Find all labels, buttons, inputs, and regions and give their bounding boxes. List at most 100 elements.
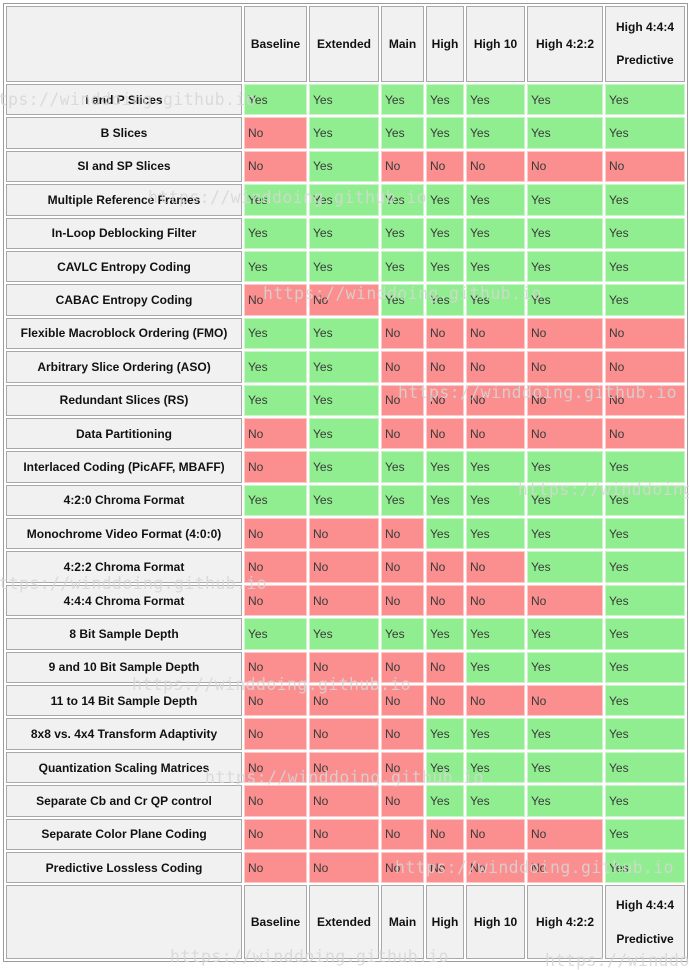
feature-cell: Yes: [605, 518, 685, 550]
header-cell-2: Main: [381, 6, 424, 82]
feature-cell: No: [527, 584, 603, 617]
feature-cell: No: [244, 851, 307, 884]
feature-cell: No: [309, 284, 379, 316]
feature-cell: Yes: [426, 718, 464, 750]
feature-cell: Yes: [605, 184, 685, 216]
feature-label: 9 and 10 Bit Sample Depth: [6, 651, 242, 684]
feature-cell: Yes: [466, 618, 525, 650]
corner-cell-bottom: [6, 885, 242, 960]
table-row: B Slices No Yes Yes Yes Yes Yes Yes: [6, 117, 685, 149]
feature-cell: No: [244, 284, 307, 316]
footer-cell-2: Main: [381, 885, 424, 960]
feature-label: SI and SP Slices: [6, 150, 242, 183]
feature-cell: Yes: [527, 484, 603, 517]
header-cell-0: Baseline: [244, 6, 307, 82]
feature-cell: Yes: [244, 184, 307, 216]
feature-cell: No: [381, 685, 424, 717]
feature-cell: Yes: [466, 217, 525, 249]
feature-cell: Yes: [466, 117, 525, 149]
feature-cell: No: [527, 818, 603, 850]
feature-cell: Yes: [426, 217, 464, 249]
feature-cell: No: [381, 417, 424, 450]
feature-cell: Yes: [605, 851, 685, 884]
feature-cell: No: [381, 584, 424, 617]
feature-cell: No: [466, 150, 525, 183]
feature-cell: No: [309, 685, 379, 717]
table-row: 4:2:0 Chroma Format Yes Yes Yes Yes Yes Yes Yes: [6, 484, 685, 517]
feature-cell: Yes: [527, 184, 603, 216]
feature-cell: Yes: [381, 117, 424, 149]
feature-cell: Yes: [309, 618, 379, 650]
table-row: Interlaced Coding (PicAFF, MBAFF) No Yes Ye…: [6, 451, 685, 483]
feature-cell: Yes: [426, 751, 464, 784]
feature-label: Arbitrary Slice Ordering (ASO): [6, 351, 242, 383]
feature-cell: No: [309, 785, 379, 817]
feature-cell: Yes: [605, 651, 685, 684]
feature-cell: Yes: [466, 451, 525, 483]
feature-cell: No: [309, 851, 379, 884]
header-cell-4: High 10: [466, 6, 525, 82]
feature-cell: No: [244, 818, 307, 850]
feature-label: Monochrome Video Format (4:0:0): [6, 518, 242, 550]
feature-label: 11 to 14 Bit Sample Depth: [6, 685, 242, 717]
feature-cell: Yes: [244, 250, 307, 283]
feature-cell: No: [309, 551, 379, 583]
footer-cell-3: High: [426, 885, 464, 960]
feature-cell: No: [381, 551, 424, 583]
table-row: 9 and 10 Bit Sample Depth No No No No Yes Yes Y…: [6, 651, 685, 684]
feature-label: 4:4:4 Chroma Format: [6, 584, 242, 617]
feature-cell: Yes: [605, 217, 685, 249]
feature-cell: Yes: [381, 618, 424, 650]
feature-label: Predictive Lossless Coding: [6, 851, 242, 884]
table-row: Flexible Macroblock Ordering (FMO) Yes Yes…: [6, 317, 685, 350]
feature-cell: Yes: [466, 484, 525, 517]
table-row: Separate Cb and Cr QP control No No No Yes Ye…: [6, 785, 685, 817]
feature-cell: Yes: [527, 117, 603, 149]
feature-cell: No: [244, 417, 307, 450]
feature-label: Multiple Reference Frames: [6, 184, 242, 216]
feature-cell: No: [381, 351, 424, 383]
feature-cell: No: [381, 317, 424, 350]
table-row: Data Partitioning No Yes No No No No No: [6, 417, 685, 450]
feature-label: CAVLC Entropy Coding: [6, 250, 242, 283]
table-row: Separate Color Plane Coding No No No No No No Y…: [6, 818, 685, 850]
feature-cell: No: [381, 718, 424, 750]
feature-cell: Yes: [527, 84, 603, 116]
feature-cell: Yes: [381, 84, 424, 116]
feature-label: Flexible Macroblock Ordering (FMO): [6, 317, 242, 350]
feature-cell: Yes: [309, 317, 379, 350]
feature-cell: Yes: [381, 484, 424, 517]
feature-cell: Yes: [466, 718, 525, 750]
feature-cell: Yes: [244, 217, 307, 249]
feature-label: 8 Bit Sample Depth: [6, 618, 242, 650]
feature-cell: No: [605, 317, 685, 350]
table-body: I and P Slices Yes Yes Yes Yes Yes Yes Yes B Sli…: [6, 84, 685, 884]
feature-cell: Yes: [466, 751, 525, 784]
feature-cell: No: [527, 417, 603, 450]
feature-cell: No: [426, 818, 464, 850]
feature-cell: Yes: [309, 84, 379, 116]
feature-cell: No: [309, 518, 379, 550]
feature-cell: Yes: [527, 618, 603, 650]
feature-cell: Yes: [426, 484, 464, 517]
footer-cell-0: Baseline: [244, 885, 307, 960]
feature-cell: Yes: [381, 217, 424, 249]
feature-cell: No: [381, 651, 424, 684]
feature-cell: No: [426, 417, 464, 450]
feature-cell: Yes: [426, 618, 464, 650]
feature-cell: No: [426, 584, 464, 617]
feature-cell: Yes: [466, 250, 525, 283]
feature-cell: Yes: [426, 250, 464, 283]
table-row: 11 to 14 Bit Sample Depth No No No No No No Yes: [6, 685, 685, 717]
feature-cell: Yes: [605, 551, 685, 583]
feature-cell: Yes: [527, 785, 603, 817]
feature-cell: No: [426, 551, 464, 583]
feature-cell: No: [244, 551, 307, 583]
table-row: I and P Slices Yes Yes Yes Yes Yes Yes Yes: [6, 84, 685, 116]
feature-cell: No: [605, 351, 685, 383]
feature-cell: No: [381, 150, 424, 183]
feature-cell: Yes: [527, 217, 603, 249]
feature-cell: Yes: [466, 785, 525, 817]
feature-cell: No: [309, 718, 379, 750]
table-row: Redundant Slices (RS) Yes Yes No No No No No: [6, 384, 685, 416]
